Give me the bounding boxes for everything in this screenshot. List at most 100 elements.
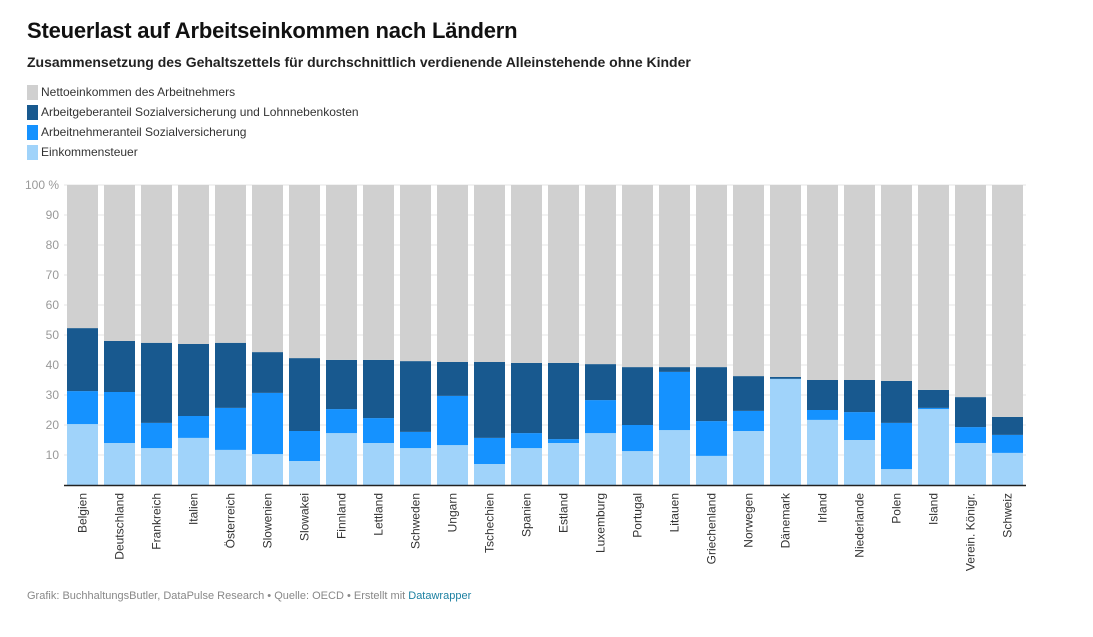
legend-item-income-tax: Einkommensteuer [27, 142, 359, 162]
bar-segment [918, 409, 949, 485]
bar-segment [696, 455, 727, 485]
bar-segment [844, 380, 875, 413]
footer-credits: Grafik: BuchhaltungsButler, DataPulse Re… [27, 590, 409, 602]
bar-segment [437, 362, 468, 396]
bar-stack [437, 185, 468, 485]
x-tick-label: Belgien [76, 493, 90, 533]
legend-swatch [27, 124, 38, 140]
x-tick-label: Tschechien [483, 493, 497, 553]
bar-segment [770, 377, 801, 379]
x-tick-label: Spanien [520, 493, 534, 537]
bar-segment [437, 395, 468, 446]
bar-segment [215, 449, 246, 485]
bar-segment [437, 445, 468, 485]
bar-segment [437, 185, 468, 362]
y-tick-label: 30 [46, 388, 60, 402]
bar-segment [474, 185, 505, 362]
bar-segment [215, 185, 246, 343]
bar-stack [178, 185, 209, 485]
bar-segment [104, 185, 135, 341]
y-tick-label: 40 [46, 358, 60, 372]
bar-segment [992, 434, 1023, 453]
legend-label: Einkommensteuer [41, 145, 138, 159]
x-tick-label: Deutschland [113, 493, 127, 560]
bar-segment [252, 454, 283, 485]
bar-segment [289, 185, 320, 359]
bar-segment [955, 185, 986, 398]
x-tick-label: Finnland [335, 493, 349, 539]
bar-segment [252, 185, 283, 353]
bar-segment [844, 412, 875, 440]
bar-segment [67, 328, 98, 392]
bar-segment [585, 185, 616, 365]
legend-label: Nettoeinkommen des Arbeitnehmers [41, 85, 236, 99]
bar-segment [178, 185, 209, 344]
bar-segment [585, 433, 616, 485]
x-axis-labels: Belgien Deutschland Frankreich Italien Öster… [76, 492, 1015, 571]
bar-stack [289, 185, 320, 485]
bar-segment [548, 185, 579, 363]
bar-stack [585, 185, 616, 485]
y-axis-ticks: 10 20 30 40 50 60 70 80 90 100 % [25, 178, 59, 462]
bar-segment [992, 185, 1023, 417]
bar-segment [363, 359, 394, 419]
bar-stack [696, 185, 727, 485]
bar-segment [104, 341, 135, 392]
x-tick-label: Island [927, 493, 941, 525]
legend-item-net-income: Nettoeinkommen des Arbeitnehmers [27, 82, 359, 102]
x-tick-label: Slowakei [298, 493, 312, 541]
x-tick-label: Verein. Königr. [964, 493, 978, 571]
bar-stack [104, 185, 135, 485]
bar-segment [363, 443, 394, 485]
legend-label: Arbeitgeberanteil Sozialversicherung und… [41, 105, 359, 119]
bar-segment [178, 416, 209, 438]
bar-segment [511, 185, 542, 363]
bar-segment [733, 185, 764, 377]
bar-segment [289, 358, 320, 431]
bar-stack [659, 185, 690, 485]
bar-segment [548, 443, 579, 485]
y-tick-label: 10 [46, 448, 60, 462]
bar-segment [326, 433, 357, 485]
x-tick-label: Österreich [224, 493, 238, 548]
footer: Grafik: BuchhaltungsButler, DataPulse Re… [27, 590, 471, 602]
x-tick-label: Italien [187, 493, 201, 525]
bar-segment [770, 185, 801, 377]
y-tick-label: 20 [46, 418, 60, 432]
bar-segment [141, 342, 172, 423]
x-tick-label: Griechenland [705, 493, 719, 564]
bar-segment [178, 437, 209, 485]
bar-stack [363, 185, 394, 485]
bar-segment [733, 376, 764, 411]
legend-swatch [27, 104, 38, 120]
x-tick-label: Portugal [631, 493, 645, 538]
bar-stack [881, 185, 912, 485]
y-tick-label: 90 [46, 208, 60, 222]
bar-segment [992, 452, 1023, 485]
bar-segment [733, 431, 764, 485]
x-tick-label: Litauen [668, 493, 682, 532]
datawrapper-link[interactable]: Datawrapper [408, 590, 472, 602]
bar-segment [807, 185, 838, 380]
bar-segment [511, 362, 542, 434]
bar-segment [400, 431, 431, 449]
bar-segment [326, 409, 357, 434]
bar-segment [659, 185, 690, 368]
y-tick-label: 80 [46, 238, 60, 252]
bar-segment [474, 362, 505, 438]
bar-stack [400, 185, 431, 485]
bar-segment [141, 448, 172, 485]
x-tick-label: Irland [816, 493, 830, 523]
legend-swatch [27, 84, 38, 100]
x-tick-label: Slowenien [261, 493, 275, 548]
bar-segment [67, 391, 98, 425]
bar-segment [955, 427, 986, 443]
bar-stack [215, 185, 246, 485]
y-tick-label: 70 [46, 268, 60, 282]
bar-stack [733, 185, 764, 485]
bar-stack [807, 185, 838, 485]
bar-segment [511, 448, 542, 485]
x-tick-label: Schweden [409, 493, 423, 549]
bar-segment [659, 430, 690, 485]
y-tick-label: 60 [46, 298, 60, 312]
